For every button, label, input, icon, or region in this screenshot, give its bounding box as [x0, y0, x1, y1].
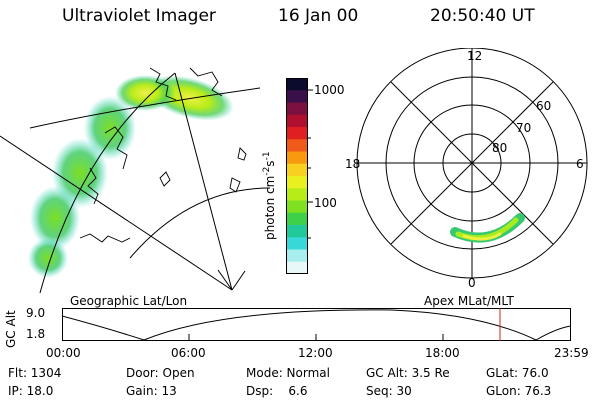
aurora-emission — [28, 75, 234, 278]
geo-longitude: GLon: 76.3 — [486, 384, 552, 398]
colorbar-cell — [286, 249, 308, 263]
coastlines — [79, 67, 247, 243]
altitude-strip — [62, 308, 572, 341]
altitude-tick-1-8: 1.8 — [26, 327, 46, 341]
mlt-0-label: 0 — [468, 276, 476, 288]
time-tick-1200: 12:00 — [298, 346, 333, 360]
colorbar-cell — [286, 176, 308, 189]
colorbar-cell — [286, 102, 308, 116]
altitude-axis-title: GC Alt — [4, 310, 18, 348]
mlat-60-label: 60 — [536, 99, 551, 113]
geographic-aurora-image — [0, 67, 270, 293]
colorbar-cell — [286, 78, 308, 91]
time-tick-0600: 06:00 — [171, 346, 206, 360]
door-status: Door: Open — [126, 366, 195, 380]
instrument-title: Ultraviolet Imager — [62, 6, 216, 26]
colorbar-cell — [286, 237, 308, 250]
mlt-6-label: 6 — [576, 157, 584, 171]
colorbar-cell — [286, 127, 308, 140]
geo-grid — [0, 72, 270, 293]
colorbar-unit-label: photon cm-2s-1 — [262, 151, 277, 240]
colorbar-cell — [286, 212, 308, 226]
oval-emission — [450, 213, 525, 243]
geographic-caption: Geographic Lat/Lon — [70, 294, 188, 308]
dsp-value: Dsp: 6.6 — [246, 384, 308, 398]
gain-value: Gain: 13 — [126, 384, 177, 398]
time-label: 20:50:40 UT — [430, 6, 535, 26]
mlt-18-label: 18 — [345, 157, 360, 171]
colorbar-cell — [286, 139, 308, 152]
colorbar — [286, 78, 308, 274]
altitude-tick-9: 9.0 — [26, 306, 46, 320]
ip-value: IP: 18.0 — [8, 384, 54, 398]
colorbar-cell — [286, 188, 308, 201]
geo-latitude: GLat: 76.0 — [486, 366, 549, 380]
colorbar-cell — [286, 114, 308, 128]
mlat-80-label: 80 — [492, 141, 507, 155]
apex-caption: Apex MLat/MLT — [424, 294, 514, 308]
gc-altitude: GC Alt: 3.5 Re — [366, 366, 450, 380]
colorbar-cell — [286, 163, 308, 177]
colorbar-cell — [286, 151, 308, 165]
time-tick-2359: 23:59 — [554, 346, 589, 360]
mode-status: Mode: Normal — [246, 366, 330, 380]
mlat-70-label: 70 — [516, 121, 531, 135]
date-label: 16 Jan 00 — [278, 6, 359, 26]
flight-number: Flt: 1304 — [8, 366, 62, 380]
colorbar-ticks — [308, 89, 313, 239]
sequence-number: Seq: 30 — [366, 384, 412, 398]
colorbar-cell — [286, 90, 308, 103]
polar-mlt-plot: 12 18 6 0 60 70 80 — [345, 48, 588, 288]
colorbar-cell — [286, 261, 308, 274]
colorbar-cell — [286, 200, 308, 214]
colorbar-tick-100: 100 — [314, 196, 337, 210]
time-tick-0000: 00:00 — [46, 346, 81, 360]
colorbar-tick-1000: 1000 — [314, 83, 345, 97]
mlt-12-label: 12 — [467, 49, 482, 63]
time-tick-1800: 18:00 — [425, 346, 460, 360]
colorbar-cell — [286, 225, 308, 238]
